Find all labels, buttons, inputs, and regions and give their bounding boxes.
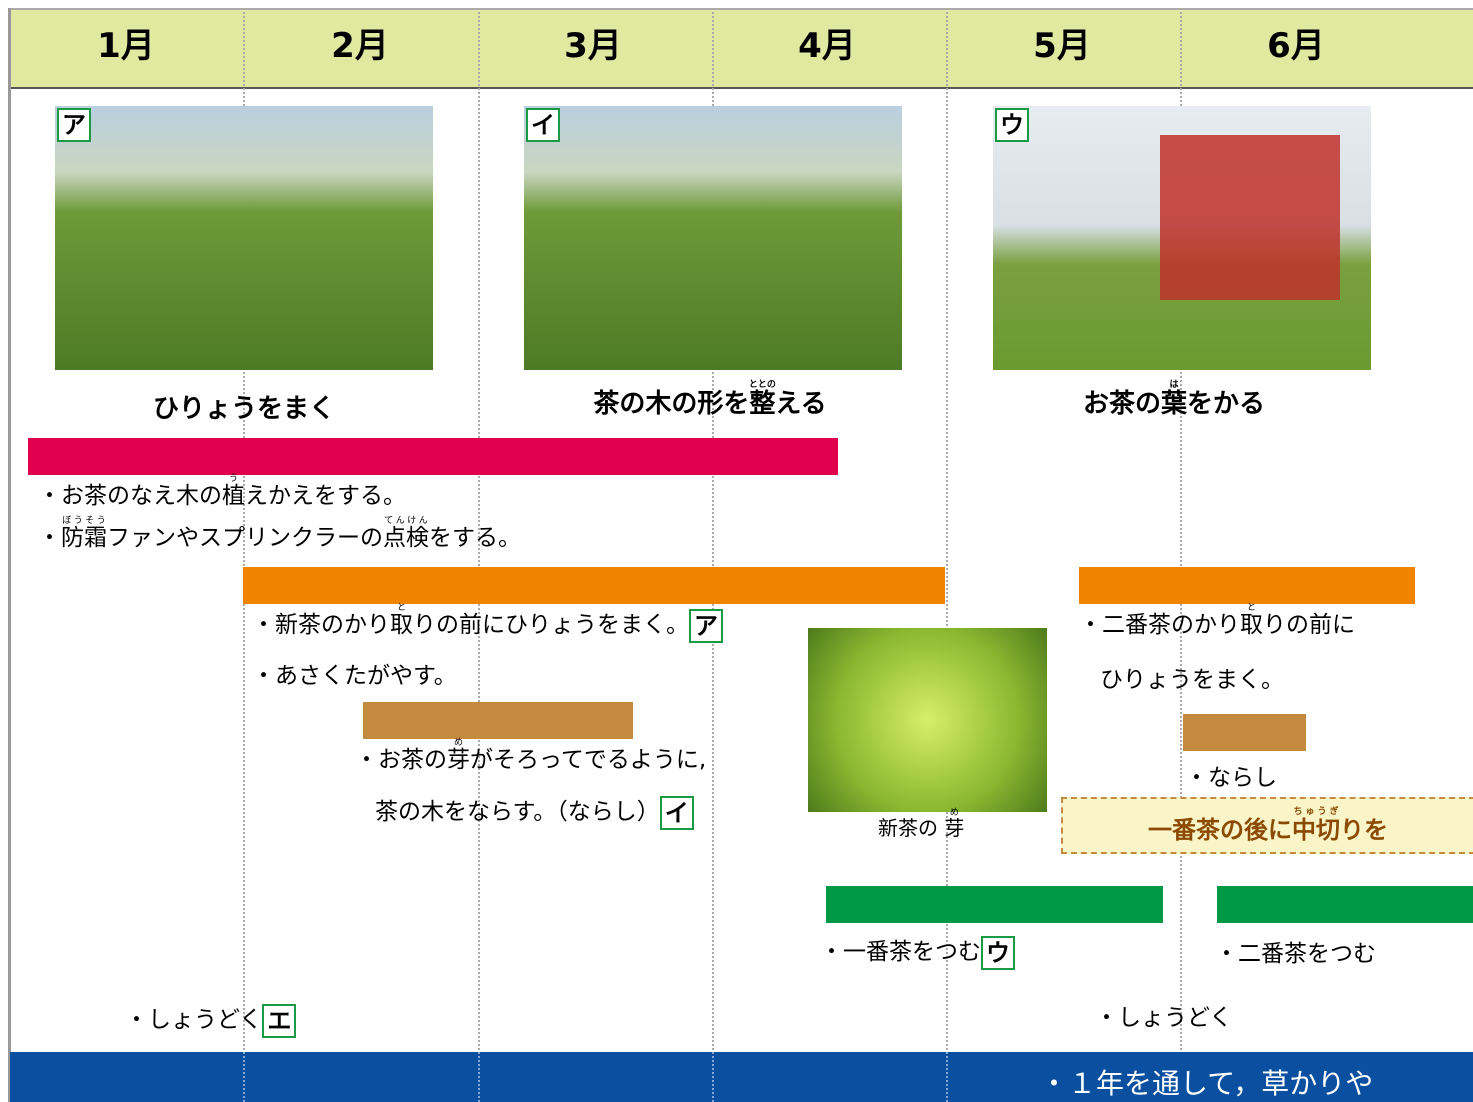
caption: ひりょうをまく: [152, 394, 335, 424]
note: ・あさくたがやす。: [252, 663, 457, 689]
month: 5月: [1033, 26, 1091, 66]
divider: [243, 1052, 245, 1102]
divider: [1180, 8, 1182, 1102]
divider: [478, 1052, 480, 1102]
badge: イ: [659, 795, 694, 830]
month: 4月: [798, 26, 856, 66]
badge: イ: [526, 108, 560, 142]
badge: ア: [57, 108, 91, 142]
badge: ウ: [981, 935, 1015, 970]
badge: エ: [262, 1003, 297, 1038]
note: ・お茶のなえ木の植うえかえをする。: [38, 474, 406, 509]
caption: 茶の木の形を整ととのえる: [593, 380, 827, 419]
note: 茶の木をならす。（ならし）イ: [375, 792, 694, 830]
divider: [946, 1052, 948, 1102]
bar: [1183, 714, 1306, 751]
month: 6月: [1267, 26, 1325, 66]
bar: [28, 438, 838, 475]
note: ・新茶のかり取とりの前にひりょうをまく。ア: [252, 603, 723, 643]
left-border: [8, 8, 11, 1102]
bar: [826, 886, 1163, 923]
divider: [712, 1052, 714, 1102]
note: ・一番茶をつむウ: [820, 932, 1015, 970]
note: ・二番茶をつむ: [1215, 941, 1376, 967]
note: ・しょうどく: [1095, 1005, 1233, 1031]
note: ・二番茶のかり取とりの前に: [1079, 603, 1355, 638]
bar: [363, 702, 633, 739]
footer-band: [10, 1052, 1473, 1102]
sprout-caption: 新茶の 芽め: [878, 808, 965, 840]
caption: お茶の葉はをかる: [1082, 380, 1266, 419]
badge: ア: [689, 608, 723, 643]
badge: ウ: [995, 108, 1029, 142]
note: ・お茶の芽めがそろってでるように,: [355, 738, 707, 773]
harvester: [1160, 135, 1340, 300]
month: 2月: [331, 26, 389, 66]
divider: [946, 8, 948, 1102]
sprout-photo: [808, 628, 1047, 812]
note: ・しょうどくエ: [125, 1000, 297, 1038]
month: 1月: [97, 26, 155, 66]
bar: [1217, 886, 1473, 923]
note: ・ならし: [1185, 765, 1277, 791]
header-band: [8, 8, 1473, 89]
note: ・防霜ぼうそうファンやスプリンクラーの点検てんけんをする。: [38, 516, 521, 551]
bar: [243, 567, 945, 604]
note: ひりょうをまく。: [1100, 667, 1284, 693]
callout: 一番茶の後に中切ちゅうぎりを: [1061, 797, 1473, 854]
divider: [712, 8, 714, 1102]
bar: [1079, 567, 1415, 604]
photo: [55, 106, 433, 370]
divider: [478, 8, 480, 1102]
month: 3月: [564, 26, 622, 66]
divider: [243, 8, 245, 1102]
photo: [524, 106, 902, 370]
footer-text: ・１年を通して，草かりや: [1040, 1067, 1374, 1100]
